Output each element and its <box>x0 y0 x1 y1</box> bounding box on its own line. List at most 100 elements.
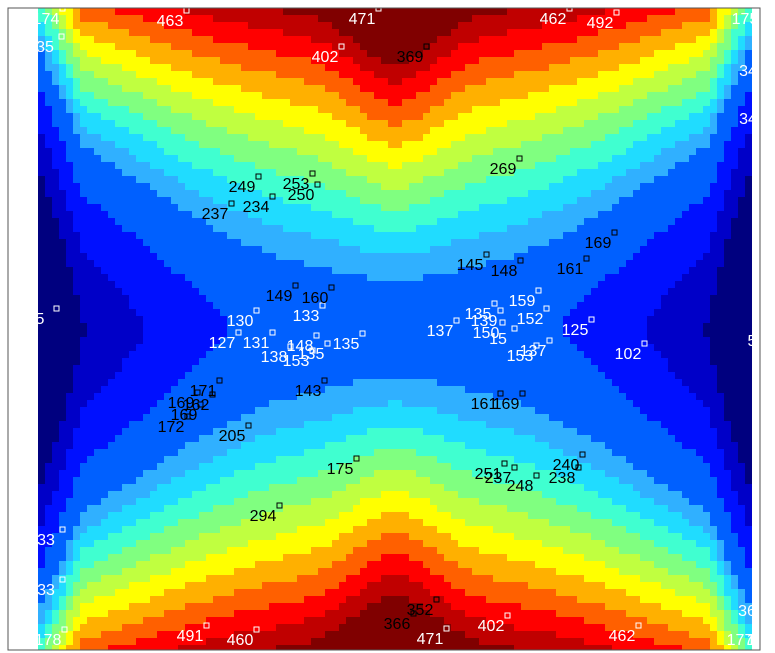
contour-cell <box>703 120 710 127</box>
contour-cell <box>101 15 108 22</box>
contour-cell <box>157 197 164 204</box>
contour-cell <box>423 92 430 99</box>
contour-cell <box>479 239 486 246</box>
contour-cell <box>423 302 430 309</box>
contour-cell <box>150 204 157 211</box>
contour-cell <box>458 85 465 92</box>
contour-cell <box>472 106 479 113</box>
contour-cell <box>528 344 535 351</box>
contour-cell <box>283 183 290 190</box>
contour-cell <box>514 169 521 176</box>
contour-cell <box>668 71 675 78</box>
contour-cell <box>304 246 311 253</box>
contour-cell <box>542 162 549 169</box>
contour-cell <box>241 99 248 106</box>
contour-cell <box>157 8 164 15</box>
contour-cell <box>234 78 241 85</box>
contour-cell <box>605 274 612 281</box>
contour-cell <box>206 281 213 288</box>
contour-cell <box>577 22 584 29</box>
contour-cell <box>388 246 395 253</box>
contour-cell <box>430 183 437 190</box>
contour-cell <box>164 64 171 71</box>
contour-cell <box>297 36 304 43</box>
contour-cell <box>213 99 220 106</box>
contour-cell <box>213 323 220 330</box>
contour-cell <box>409 211 416 218</box>
contour-cell <box>612 50 619 57</box>
contour-cell <box>73 57 80 64</box>
contour-cell <box>689 225 696 232</box>
contour-cell <box>437 64 444 71</box>
contour-cell <box>479 78 486 85</box>
contour-cell <box>388 274 395 281</box>
contour-cell <box>682 85 689 92</box>
contour-cell <box>577 197 584 204</box>
contour-cell <box>640 218 647 225</box>
contour-cell <box>276 99 283 106</box>
contour-cell <box>535 204 542 211</box>
contour-cell <box>150 232 157 239</box>
contour-cell <box>206 106 213 113</box>
contour-cell <box>731 232 738 239</box>
contour-cell <box>66 197 73 204</box>
contour-cell <box>94 211 101 218</box>
contour-cell <box>521 337 528 344</box>
contour-cell <box>591 288 598 295</box>
contour-cell <box>318 232 325 239</box>
contour-cell <box>409 8 416 15</box>
contour-cell <box>444 253 451 260</box>
contour-cell <box>661 302 668 309</box>
contour-cell <box>171 246 178 253</box>
contour-cell <box>717 15 724 22</box>
contour-cell <box>304 295 311 302</box>
contour-cell <box>703 78 710 85</box>
contour-cell <box>605 323 612 330</box>
contour-cell <box>647 274 654 281</box>
contour-cell <box>626 8 633 15</box>
contour-cell <box>73 148 80 155</box>
contour-cell <box>87 169 94 176</box>
contour-cell <box>437 309 444 316</box>
contour-cell <box>87 106 94 113</box>
contour-cell <box>598 78 605 85</box>
contour-cell <box>640 78 647 85</box>
contour-cell <box>493 8 500 15</box>
contour-cell <box>528 302 535 309</box>
contour-cell <box>150 57 157 64</box>
contour-cell <box>248 120 255 127</box>
contour-cell <box>598 330 605 337</box>
contour-cell <box>276 204 283 211</box>
contour-cell <box>598 15 605 22</box>
contour-cell <box>199 71 206 78</box>
contour-cell <box>360 71 367 78</box>
contour-cell <box>66 113 73 120</box>
contour-cell <box>528 15 535 22</box>
contour-cell <box>66 36 73 43</box>
contour-cell <box>689 274 696 281</box>
contour-cell <box>682 288 689 295</box>
contour-cell <box>724 239 731 246</box>
contour-cell <box>164 197 171 204</box>
contour-cell <box>430 309 437 316</box>
contour-cell <box>633 295 640 302</box>
contour-cell <box>738 211 745 218</box>
contour-cell <box>143 330 150 337</box>
contour-cell <box>598 232 605 239</box>
contour-cell <box>416 337 423 344</box>
contour-cell <box>276 92 283 99</box>
contour-cell <box>444 141 451 148</box>
contour-cell <box>59 204 66 211</box>
contour-cell <box>703 323 710 330</box>
contour-cell <box>199 169 206 176</box>
contour-cell <box>514 15 521 22</box>
contour-cell <box>591 253 598 260</box>
contour-cell <box>584 288 591 295</box>
contour-cell <box>514 218 521 225</box>
contour-cell <box>486 274 493 281</box>
contour-cell <box>262 64 269 71</box>
contour-cell <box>430 246 437 253</box>
contour-cell <box>206 218 213 225</box>
contour-cell <box>731 267 738 274</box>
contour-cell <box>682 253 689 260</box>
